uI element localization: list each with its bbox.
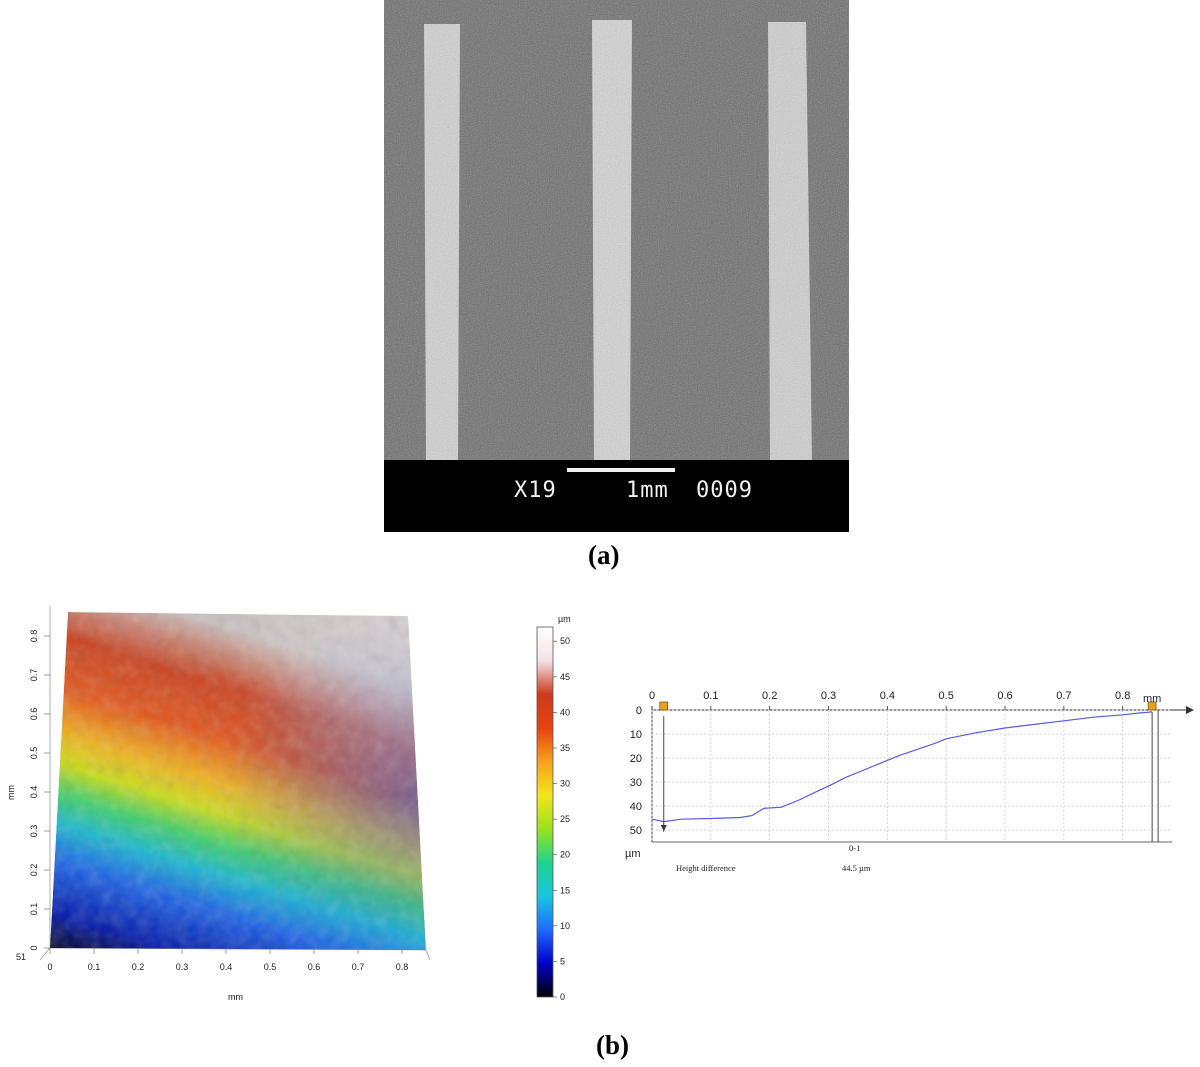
profile-y-tick-label: 0: [636, 705, 642, 717]
profile-x-tick-label: 0.2: [762, 690, 777, 702]
map-x-tick-label: 0.2: [132, 962, 145, 972]
profile-x-tick-label: 0.6: [997, 690, 1012, 702]
frame-number: 0009: [696, 478, 753, 503]
map-y-tick-label: 0.4: [29, 786, 39, 799]
profile-y-tick-label: 40: [630, 801, 642, 813]
sem-info-bar: X19 1mm 0009: [384, 460, 849, 532]
profile-x-ticks: 0 0.1 0.2 0.3 0.4 0.5 0.6 0.7 0.8: [649, 690, 1130, 710]
profile-line: [651, 711, 1153, 823]
color-scale: µm 0 5 10 15 20 25 30 35 40 45 50: [536, 614, 571, 1002]
sem-micrograph: X19 1mm 0009: [384, 0, 849, 532]
map-y-tick-label: 0: [29, 945, 39, 950]
profile-y-tick-label: 10: [630, 729, 642, 741]
color-scale-bar: [536, 626, 554, 998]
sem-image-area: [384, 0, 849, 460]
color-scale-tick-label: 30: [560, 779, 570, 789]
profile-y-tick-label: 50: [630, 825, 642, 837]
profile-x-tick-label: 0.4: [880, 690, 895, 702]
color-scale-unit: µm: [558, 614, 571, 624]
magnification-text: X19: [514, 478, 557, 503]
profile-x-tick-label: 0.8: [1115, 690, 1130, 702]
map-y-tick-label: 0.8: [29, 630, 39, 643]
map-y-tick-label: 0.2: [29, 864, 39, 877]
profile-x-unit: mm: [1143, 693, 1161, 705]
profile-x-tick-label: 0.1: [703, 690, 718, 702]
color-scale-tick-label: 0: [560, 992, 565, 1002]
map-x-tick-label: 0: [47, 962, 52, 972]
color-scale-ticks: 0 5 10 15 20 25 30 35 40 45 50: [553, 636, 570, 1002]
measurement-name: Height difference: [676, 863, 736, 873]
map-y-axis: 0 0.1 0.2 0.3 0.4 0.5 0.6 0.7 0.8: [29, 630, 50, 951]
height-profile-chart: 0 0.1 0.2 0.3 0.4 0.5 0.6 0.7 0.8 0 10 20 30 40 50 mm…: [625, 690, 1194, 873]
color-scale-tick-label: 20: [560, 850, 570, 860]
color-scale-tick-label: 45: [560, 672, 570, 682]
map-x-axis: 0 0.1 0.2 0.3 0.4 0.5 0.6 0.7 0.8: [47, 948, 408, 972]
map-y-tick-label: 0.1: [29, 903, 39, 916]
cursor-handle-right[interactable]: [1147, 701, 1157, 711]
color-scale-tick-label: 15: [560, 885, 570, 895]
profile-cursor-markers: [659, 701, 1159, 842]
color-scale-tick-label: 5: [560, 956, 565, 966]
profile-x-tick-label: 0: [649, 690, 655, 702]
profile-grid: [651, 706, 1194, 843]
cursor-handle-left[interactable]: [659, 701, 669, 711]
profile-x-tick-label: 0.7: [1056, 690, 1071, 702]
map-x-tick-label: 0.7: [352, 962, 365, 972]
color-scale-tick-label: 25: [560, 814, 570, 824]
panel-label-a: (a): [588, 540, 620, 570]
profile-y-unit: µm: [625, 848, 641, 860]
profile-x-tick-label: 0.3: [821, 690, 836, 702]
map-y-tick-label: 0.6: [29, 708, 39, 721]
map-x-tick-label: 0.5: [264, 962, 277, 972]
map-x-tick-label: 0.1: [88, 962, 101, 972]
map-y-tick-label: 0.7: [29, 669, 39, 682]
map-z-corner-label: 51: [16, 952, 26, 962]
cursor-arrow-icon: [660, 825, 667, 831]
panel-label-b: (b): [596, 1030, 629, 1060]
height-surface: [50, 612, 426, 950]
profile-y-tick-label: 20: [630, 753, 642, 765]
map-y-tick-label: 0.3: [29, 825, 39, 838]
map-x-tick-label: 0.3: [176, 962, 189, 972]
color-scale-tick-label: 50: [560, 636, 570, 646]
map-x-tick-label: 0.6: [308, 962, 321, 972]
map-x-tick-label: 0.8: [396, 962, 409, 972]
profile-y-tick-label: 30: [630, 777, 642, 789]
color-scale-tick-label: 35: [560, 743, 570, 753]
measurement-value: 44.5 µm: [842, 863, 871, 873]
map-y-tick-label: 0.5: [29, 747, 39, 760]
measurement-id: 0-1: [849, 843, 860, 853]
map-x-tick-label: 0.4: [220, 962, 233, 972]
color-scale-tick-label: 10: [560, 921, 570, 931]
scale-bar-label: 1mm: [626, 478, 669, 503]
profile-x-tick-label: 0.5: [939, 690, 954, 702]
profile-y-ticks: 0 10 20 30 40 50: [630, 705, 642, 837]
scale-bar: [567, 468, 675, 472]
map-y-axis-label: mm: [6, 785, 16, 800]
map-x-axis-label: mm: [228, 992, 243, 1002]
color-scale-tick-label: 40: [560, 707, 570, 717]
height-map-3d: 00.10.20.30.40.50.60.70.8 0 0.1 0.2 0.3 0.4 0…: [6, 606, 431, 1002]
